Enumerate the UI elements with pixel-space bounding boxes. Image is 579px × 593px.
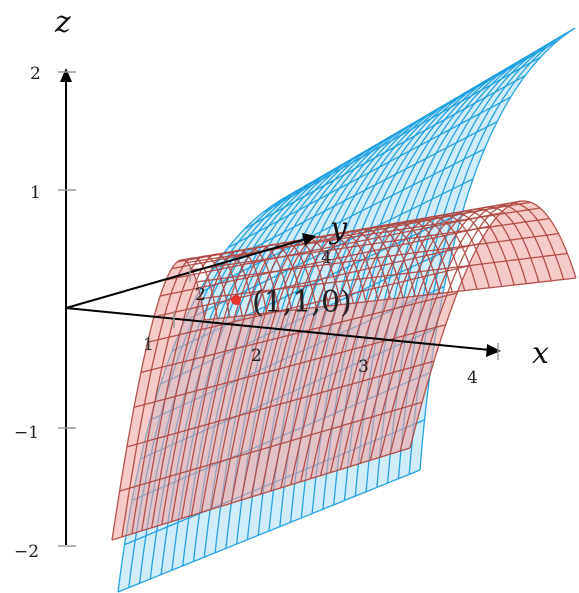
y-tick-label-2: 2 xyxy=(195,285,206,305)
z-ticks xyxy=(58,71,76,547)
red-surface-v-line xyxy=(140,292,458,374)
x-axis-arrowhead xyxy=(486,344,501,357)
red-surface-v-line xyxy=(196,232,559,283)
z-axis-name: z xyxy=(54,5,71,40)
z-axis-arrowhead xyxy=(60,68,72,82)
y-tick-label-4: 4 xyxy=(321,248,332,268)
z-tick-label-1: 1 xyxy=(30,183,41,203)
red-surface-v-line xyxy=(119,401,423,492)
x-tick-label-2: 2 xyxy=(251,346,262,366)
red-surface-v-line xyxy=(204,277,577,321)
red-surface-v-line xyxy=(153,242,480,318)
red-surface-v-line xyxy=(182,201,531,261)
blue-surface-v-line xyxy=(212,121,498,270)
y-axis-name: y xyxy=(328,211,348,246)
red-surface-v-line xyxy=(200,252,568,300)
z-tick-label-minus-1: −1 xyxy=(14,423,39,443)
blue-surface-v-line xyxy=(244,75,526,230)
z-tick-label-2: 2 xyxy=(30,64,41,84)
blue-surface-v-line xyxy=(197,148,485,295)
red-surface-v-line xyxy=(192,217,550,271)
point-label: (1,1,0) xyxy=(252,285,352,320)
red-surface xyxy=(111,200,577,541)
x-tick-label-3: 3 xyxy=(358,357,369,377)
red-surface-v-line xyxy=(126,360,435,448)
red-surface-v-line xyxy=(147,265,469,343)
blue-surface-v-line xyxy=(117,469,421,593)
x-axis-line xyxy=(65,307,491,351)
blue-surface-v-line xyxy=(227,96,512,249)
z-tick-label-minus-2: −2 xyxy=(14,542,39,562)
x-ticks xyxy=(173,311,499,360)
blue-surface-v-line xyxy=(261,56,542,214)
blue-surface-v-line xyxy=(299,27,576,191)
red-surface-v-line xyxy=(133,324,446,408)
red-surface-v-line xyxy=(165,212,501,281)
red-surface-v-line xyxy=(159,225,491,297)
x-tick-label-1: 1 xyxy=(143,335,154,355)
red-surface-v-line xyxy=(111,447,411,541)
x-axis-name: x xyxy=(532,336,549,371)
y-axis-arrowhead xyxy=(302,233,316,246)
x-tick-label-4: 4 xyxy=(467,368,478,388)
red-surface-v-line xyxy=(187,207,541,264)
y-axis-line xyxy=(65,238,307,309)
highlight-point xyxy=(231,295,241,305)
